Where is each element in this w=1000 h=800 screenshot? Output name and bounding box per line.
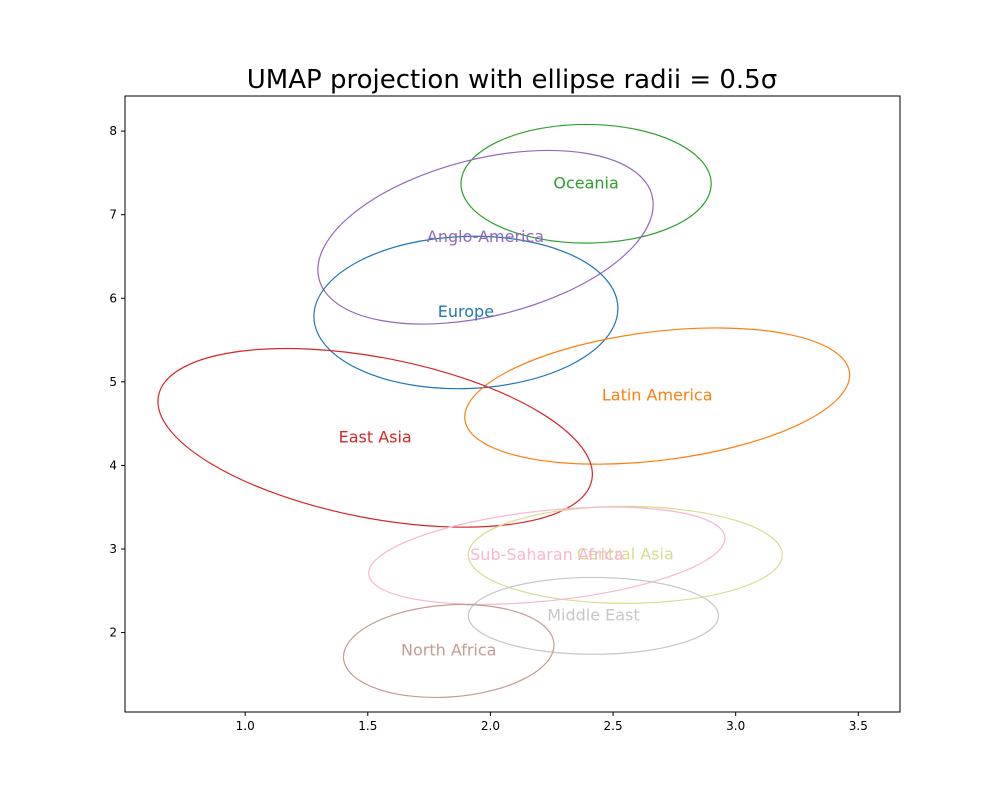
x-tick-label: 3.5 xyxy=(849,719,868,733)
ellipse-anglo-america xyxy=(317,149,654,325)
x-tick-label: 1.0 xyxy=(236,719,255,733)
x-tick-label: 3.0 xyxy=(726,719,745,733)
ellipse-north-africa xyxy=(342,603,555,699)
x-tick-label: 2.0 xyxy=(481,719,500,733)
x-tick-label: 2.5 xyxy=(604,719,623,733)
label-anglo-america: Anglo-America xyxy=(427,227,544,246)
y-tick-label: 6 xyxy=(109,291,117,305)
ellipse-middle-east xyxy=(467,576,720,655)
label-middle-east: Middle East xyxy=(547,605,639,624)
y-axis-ticks: 2 3 4 5 6 7 8 xyxy=(109,124,125,640)
ellipse-central-asia xyxy=(467,505,783,604)
x-axis-ticks: 1.0 1.5 2.0 2.5 3.0 3.5 xyxy=(236,712,868,733)
label-oceania: Oceania xyxy=(553,173,618,192)
ellipse-east-asia xyxy=(157,347,593,528)
label-central-asia: Central Asia xyxy=(577,544,674,563)
ellipse-oceania xyxy=(460,123,712,244)
y-tick-label: 3 xyxy=(109,542,117,556)
ellipses-layer xyxy=(157,123,851,699)
y-tick-label: 4 xyxy=(109,458,117,472)
ellipse-europe xyxy=(313,235,619,390)
x-tick-label: 1.5 xyxy=(358,719,377,733)
y-tick-label: 7 xyxy=(109,208,117,222)
y-tick-label: 2 xyxy=(109,626,117,640)
label-east-asia: East Asia xyxy=(339,427,412,446)
label-sub-saharan-africa: Sub-Saharan Africa xyxy=(470,545,623,564)
plot-frame xyxy=(124,95,901,713)
label-latin-america: Latin America xyxy=(602,386,713,405)
label-north-africa: North Africa xyxy=(401,640,496,659)
label-europe: Europe xyxy=(438,302,494,321)
y-tick-label: 8 xyxy=(109,124,117,138)
ellipse-sub-saharan-africa xyxy=(368,506,726,605)
ellipse-latin-america xyxy=(464,327,851,465)
y-tick-label: 5 xyxy=(109,375,117,389)
region-labels: Oceania Anglo-America Europe Latin America E… xyxy=(339,173,713,659)
chart-title: UMAP projection with ellipse radii = 0.5… xyxy=(247,65,777,95)
